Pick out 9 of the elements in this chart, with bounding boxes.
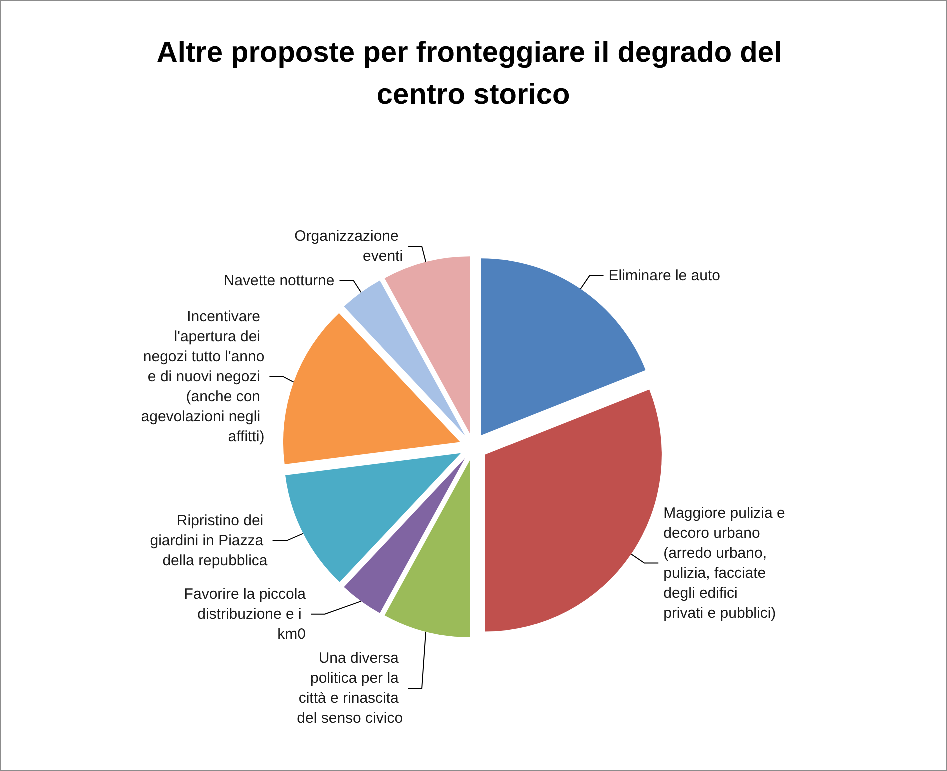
slice-label: Maggiore pulizia e decoro urbano (arredo urbano, pulizia, facciate degli edifici privati e pubblici) (664, 504, 790, 622)
slice-label: Eliminare le auto (608, 267, 721, 284)
slice-label: Favorire la piccola distribuzione e i km0 (184, 586, 307, 643)
chart-title: Altre proposte per fronteggiare il degrado del centro storico (156, 37, 790, 111)
slice-label: Organizzazione eventi (294, 228, 404, 266)
slice-label: Navette notturne (224, 272, 335, 290)
slice-label: Incentivare l'apertura dei negozi tutto l'anno e di nuovi negozi (anche con agevolazioni negli affitti) (141, 308, 265, 446)
slice-label: Ripristino dei giardini in Piazza della repubblica (150, 512, 268, 570)
slice-label: Una diversa politica per la città e rinascita del senso civico (297, 650, 404, 728)
